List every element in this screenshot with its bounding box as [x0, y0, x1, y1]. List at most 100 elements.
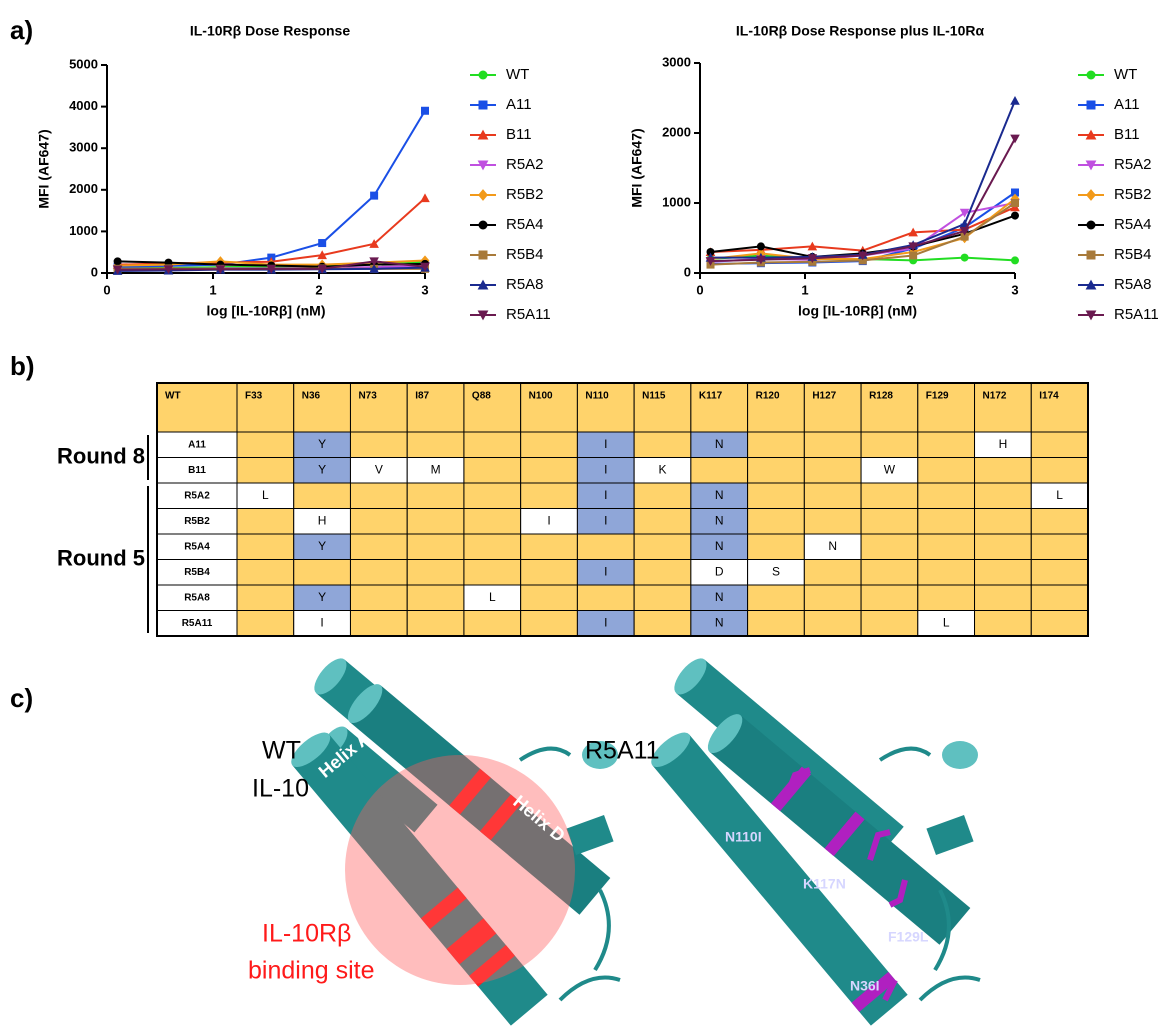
cell — [520, 610, 578, 637]
cell-text: Y — [318, 539, 326, 553]
cell — [349, 610, 408, 637]
cell — [406, 559, 465, 586]
header-text: I87 — [415, 391, 429, 402]
cell — [747, 482, 805, 509]
y-tick-label: 3000 — [69, 140, 98, 155]
cell — [917, 431, 976, 458]
cell — [520, 584, 578, 611]
cell — [690, 584, 749, 611]
x-tick-label: 1 — [801, 282, 808, 297]
legend-marker — [1085, 310, 1097, 321]
row-label: A11 — [188, 439, 206, 450]
header-text: K117 — [699, 391, 723, 402]
x-tick-label: 2 — [315, 282, 322, 297]
cell — [803, 482, 862, 509]
header-text: H127 — [812, 391, 836, 402]
cell-text: H — [999, 437, 1008, 451]
cell — [293, 533, 351, 560]
header-text: N115 — [642, 391, 666, 402]
cell — [633, 533, 692, 560]
marker — [960, 232, 969, 241]
y-tick-label: 2000 — [69, 181, 98, 196]
y-tick-label: 0 — [91, 264, 98, 279]
cell-text: N — [715, 539, 724, 553]
cell — [293, 559, 351, 586]
cell — [974, 610, 1032, 637]
cell — [349, 508, 408, 535]
cell-text: D — [715, 564, 724, 578]
loop — [878, 746, 981, 1002]
marker — [163, 265, 174, 275]
cell-text: I — [604, 462, 607, 476]
group-label: Round 5 — [57, 545, 145, 570]
row-label: B11 — [188, 465, 206, 476]
marker — [369, 257, 379, 267]
cell — [633, 559, 692, 586]
y-tick-label: 3000 — [662, 54, 691, 69]
cell — [974, 533, 1032, 560]
header-text: F33 — [245, 391, 263, 402]
cell — [576, 533, 635, 560]
helix-cap — [942, 741, 978, 769]
marker — [1010, 134, 1020, 144]
row-label-cell — [156, 431, 238, 458]
cell — [463, 533, 522, 560]
cell-text: I — [604, 615, 607, 629]
legend-marker — [1086, 220, 1096, 230]
panel-label: b) — [10, 351, 35, 381]
legend-marker — [478, 70, 488, 80]
cell-text: L — [489, 590, 496, 604]
cell — [633, 508, 692, 535]
marker — [318, 239, 327, 248]
cell-text: Y — [318, 437, 326, 451]
legend-label: R5A4 — [506, 216, 544, 233]
chart-title: IL-10Rβ Dose Response — [190, 23, 350, 39]
header-cell — [633, 382, 692, 433]
cell — [236, 610, 295, 637]
cell-text: I — [604, 488, 607, 502]
cell — [690, 533, 749, 560]
cell-text: L — [1056, 488, 1063, 502]
legend-label: A11 — [1114, 96, 1140, 113]
y-tick-label: 5000 — [69, 56, 98, 71]
cell — [860, 533, 919, 560]
row-label: R5A4 — [184, 541, 210, 552]
series-line — [710, 138, 1016, 263]
legend-label: R5B4 — [1114, 246, 1152, 263]
cell-text: I — [547, 513, 550, 527]
structure-label: IL-10 — [252, 775, 309, 803]
marker — [1011, 188, 1019, 197]
marker — [706, 248, 715, 256]
header-text: N36 — [302, 391, 321, 402]
legend-marker — [477, 160, 489, 171]
cell — [1030, 584, 1089, 611]
cell-text: N — [715, 488, 724, 502]
cell-text: L — [262, 488, 269, 502]
helix — [651, 732, 908, 1026]
structure-label: WT — [262, 737, 301, 765]
cell — [236, 508, 295, 535]
cell-text: N — [715, 615, 724, 629]
cell — [236, 482, 295, 509]
header-cell — [463, 382, 522, 433]
cell — [747, 431, 805, 458]
row-label: R5B4 — [184, 567, 210, 578]
marker — [908, 242, 918, 252]
header-text: N172 — [983, 391, 1007, 402]
marker — [908, 227, 918, 237]
cell-text: Y — [318, 462, 326, 476]
site-label: IL-10Rβ — [262, 920, 351, 948]
header-cell — [349, 382, 408, 433]
y-axis-label: MFI (AF647) — [36, 129, 52, 208]
panel-label: a) — [10, 15, 33, 45]
helix — [566, 815, 614, 855]
marker — [369, 264, 379, 273]
helix-cap — [582, 741, 618, 769]
site-label: binding site — [248, 957, 374, 985]
cell — [406, 533, 465, 560]
y-tick-label: 1000 — [69, 223, 98, 238]
cell — [747, 508, 805, 535]
cell — [747, 584, 805, 611]
cell — [349, 431, 408, 458]
